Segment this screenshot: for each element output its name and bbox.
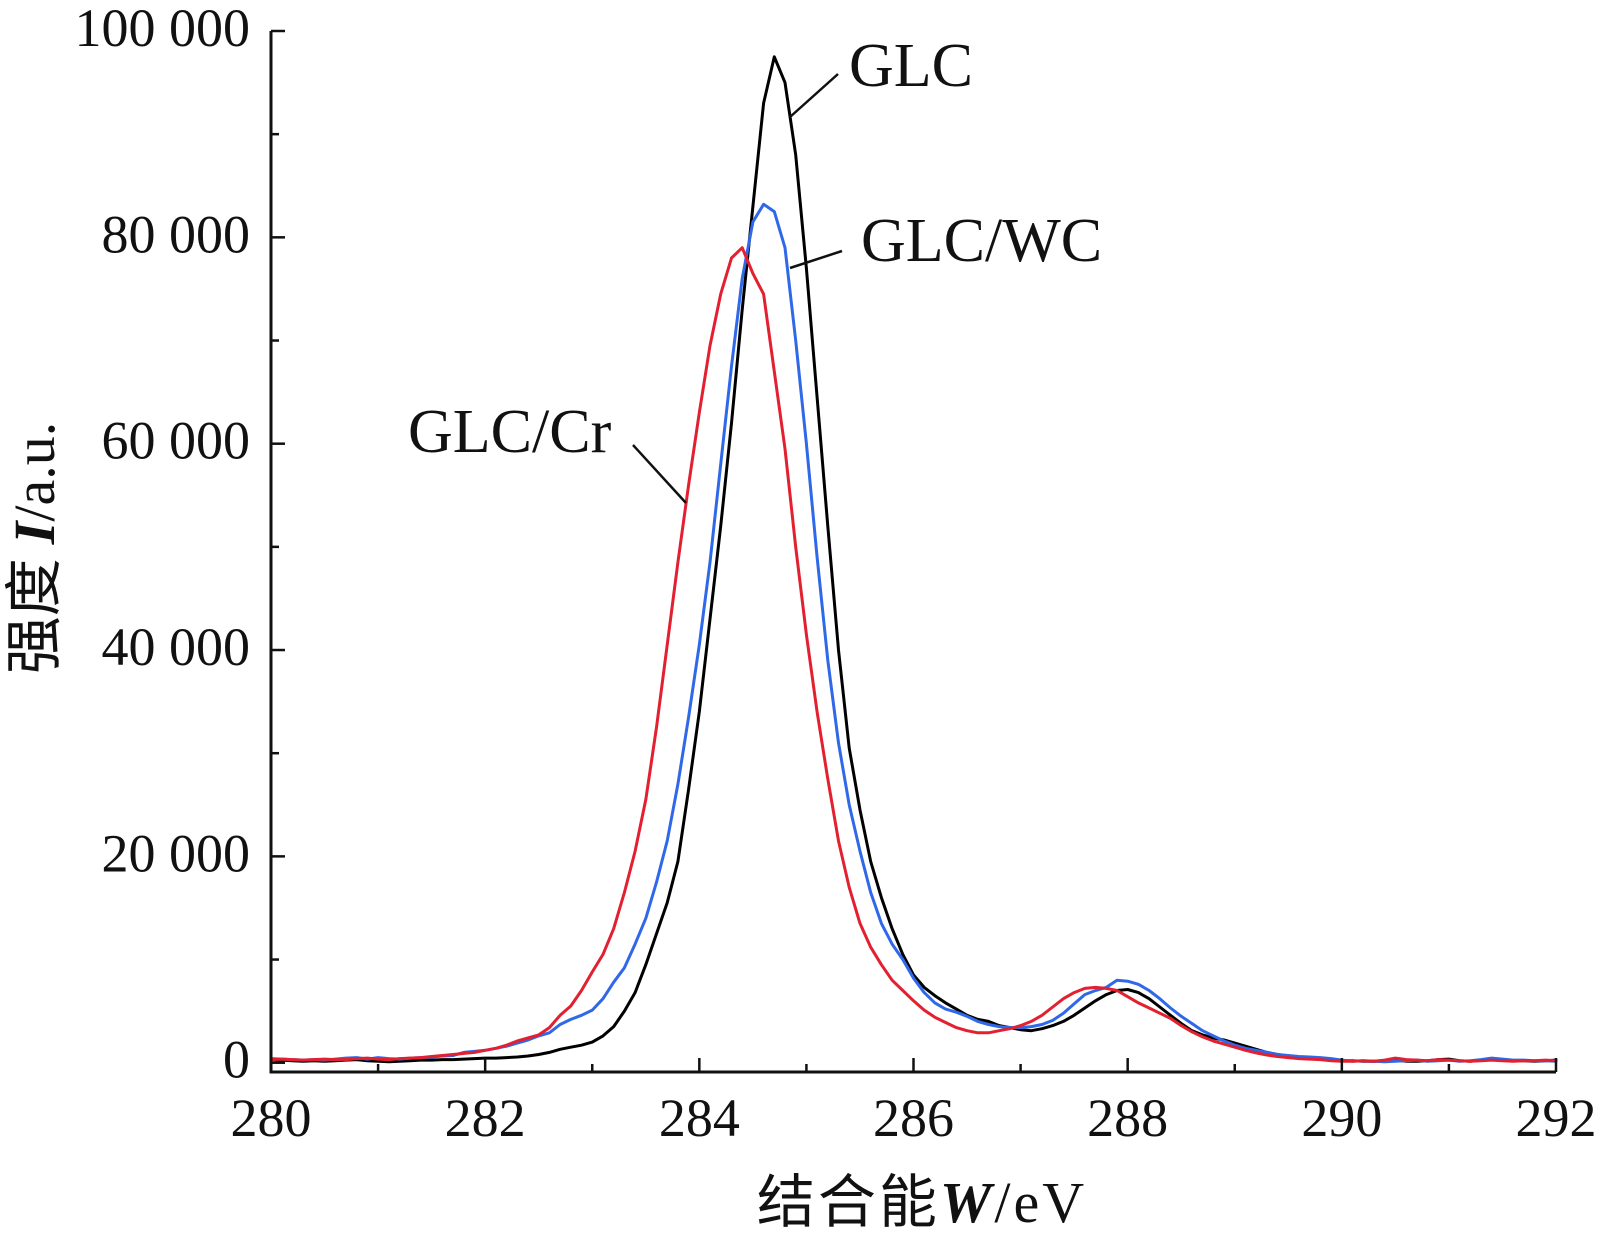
x-axis-ticks: 280 282 284 286 288 290 292: [231, 1058, 1597, 1148]
y-tick-label: 100 000: [75, 0, 251, 58]
x-axis-title-text: 结合能: [757, 1170, 940, 1235]
x-tick-label: 282: [445, 1088, 526, 1148]
x-axis-title-unit: /eV: [994, 1170, 1087, 1235]
y-axis-ticks: 0 20 000 40 000 60 000 80 000 100 000: [75, 0, 285, 1090]
annotation-glc-wc: GLC/WC: [789, 207, 1102, 275]
y-axis-title: 强度 I/a.u.: [2, 422, 67, 674]
x-axis-title-symbol: W: [940, 1170, 995, 1235]
x-axis-title: 结合能W/eV: [757, 1170, 1087, 1235]
series-line-glc-cr: [269, 246, 1558, 1063]
x-tick-label: 280: [231, 1088, 312, 1148]
y-tick-label: 40 000: [102, 617, 251, 677]
annotation-leader-line: [789, 249, 843, 270]
x-tick-label: 284: [659, 1088, 740, 1148]
y-tick-label: 20 000: [102, 823, 251, 883]
annotation-leader-line: [632, 444, 687, 504]
annotation-label: GLC: [849, 32, 973, 100]
x-tick-label: 290: [1301, 1088, 1382, 1148]
annotation-label: GLC/WC: [861, 207, 1102, 275]
annotation-leader-line: [789, 73, 839, 118]
y-axis-title-symbol: I: [2, 519, 67, 545]
y-tick-label: 0: [223, 1030, 250, 1090]
y-tick-label: 60 000: [102, 411, 251, 471]
y-axis-title-unit: /a.u.: [2, 422, 67, 522]
y-axis-title-text: 强度: [2, 558, 67, 674]
y-tick-label: 80 000: [102, 204, 251, 264]
annotation-glc: GLC: [789, 32, 973, 118]
series-line-glc-wc: [269, 202, 1558, 1064]
x-tick-label: 292: [1516, 1088, 1597, 1148]
annotation-glc-cr: GLC/Cr: [408, 398, 687, 504]
x-tick-label: 288: [1087, 1088, 1168, 1148]
annotation-label: GLC/Cr: [408, 398, 612, 466]
x-tick-label: 286: [873, 1088, 954, 1148]
